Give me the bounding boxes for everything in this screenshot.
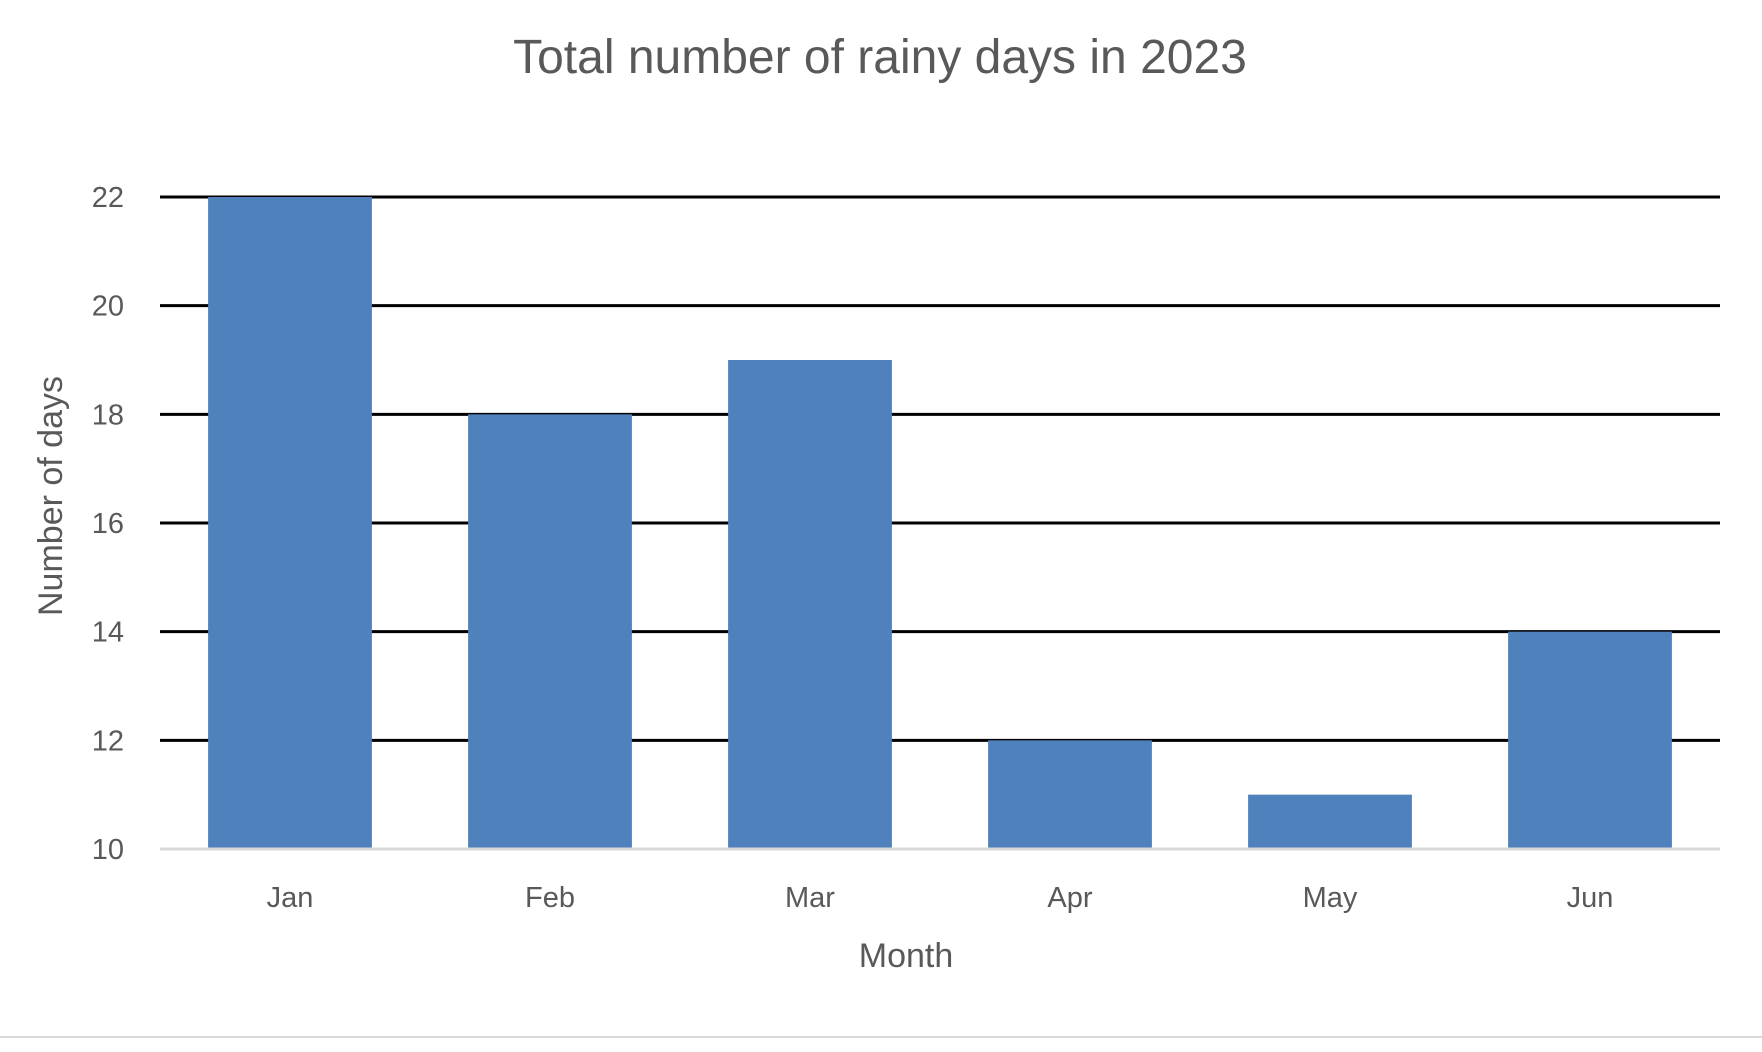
x-tick-label: Apr [1047, 882, 1092, 914]
gridlines [160, 195, 1720, 742]
x-tick-label: Jun [1567, 882, 1614, 914]
bar-feb [468, 414, 632, 849]
y-tick-label: 20 [92, 291, 124, 323]
bars [208, 197, 1672, 849]
chart-title: Total number of rainy days in 2023 [513, 31, 1247, 84]
x-axis-tick-labels: Jan Feb Mar Apr May Jun [267, 882, 1614, 914]
y-tick-label: 22 [92, 182, 124, 214]
x-tick-label: May [1303, 882, 1358, 914]
bar-jun [1508, 631, 1672, 849]
y-tick-label: 14 [92, 617, 124, 649]
x-tick-label: Mar [785, 882, 835, 914]
x-axis-title: Month [859, 937, 954, 975]
y-tick-label: 12 [92, 725, 124, 757]
y-tick-label: 10 [92, 834, 124, 866]
bar-jan [208, 197, 372, 849]
bar-may [1248, 794, 1412, 849]
y-axis-title: Number of days [32, 376, 70, 616]
y-tick-label: 16 [92, 508, 124, 540]
y-tick-label: 18 [92, 399, 124, 431]
x-tick-label: Jan [267, 882, 314, 914]
bar-apr [988, 740, 1152, 849]
bar-mar [728, 360, 892, 849]
x-tick-label: Feb [525, 882, 575, 914]
y-axis-tick-labels: 10 12 14 16 18 20 22 [92, 182, 124, 866]
